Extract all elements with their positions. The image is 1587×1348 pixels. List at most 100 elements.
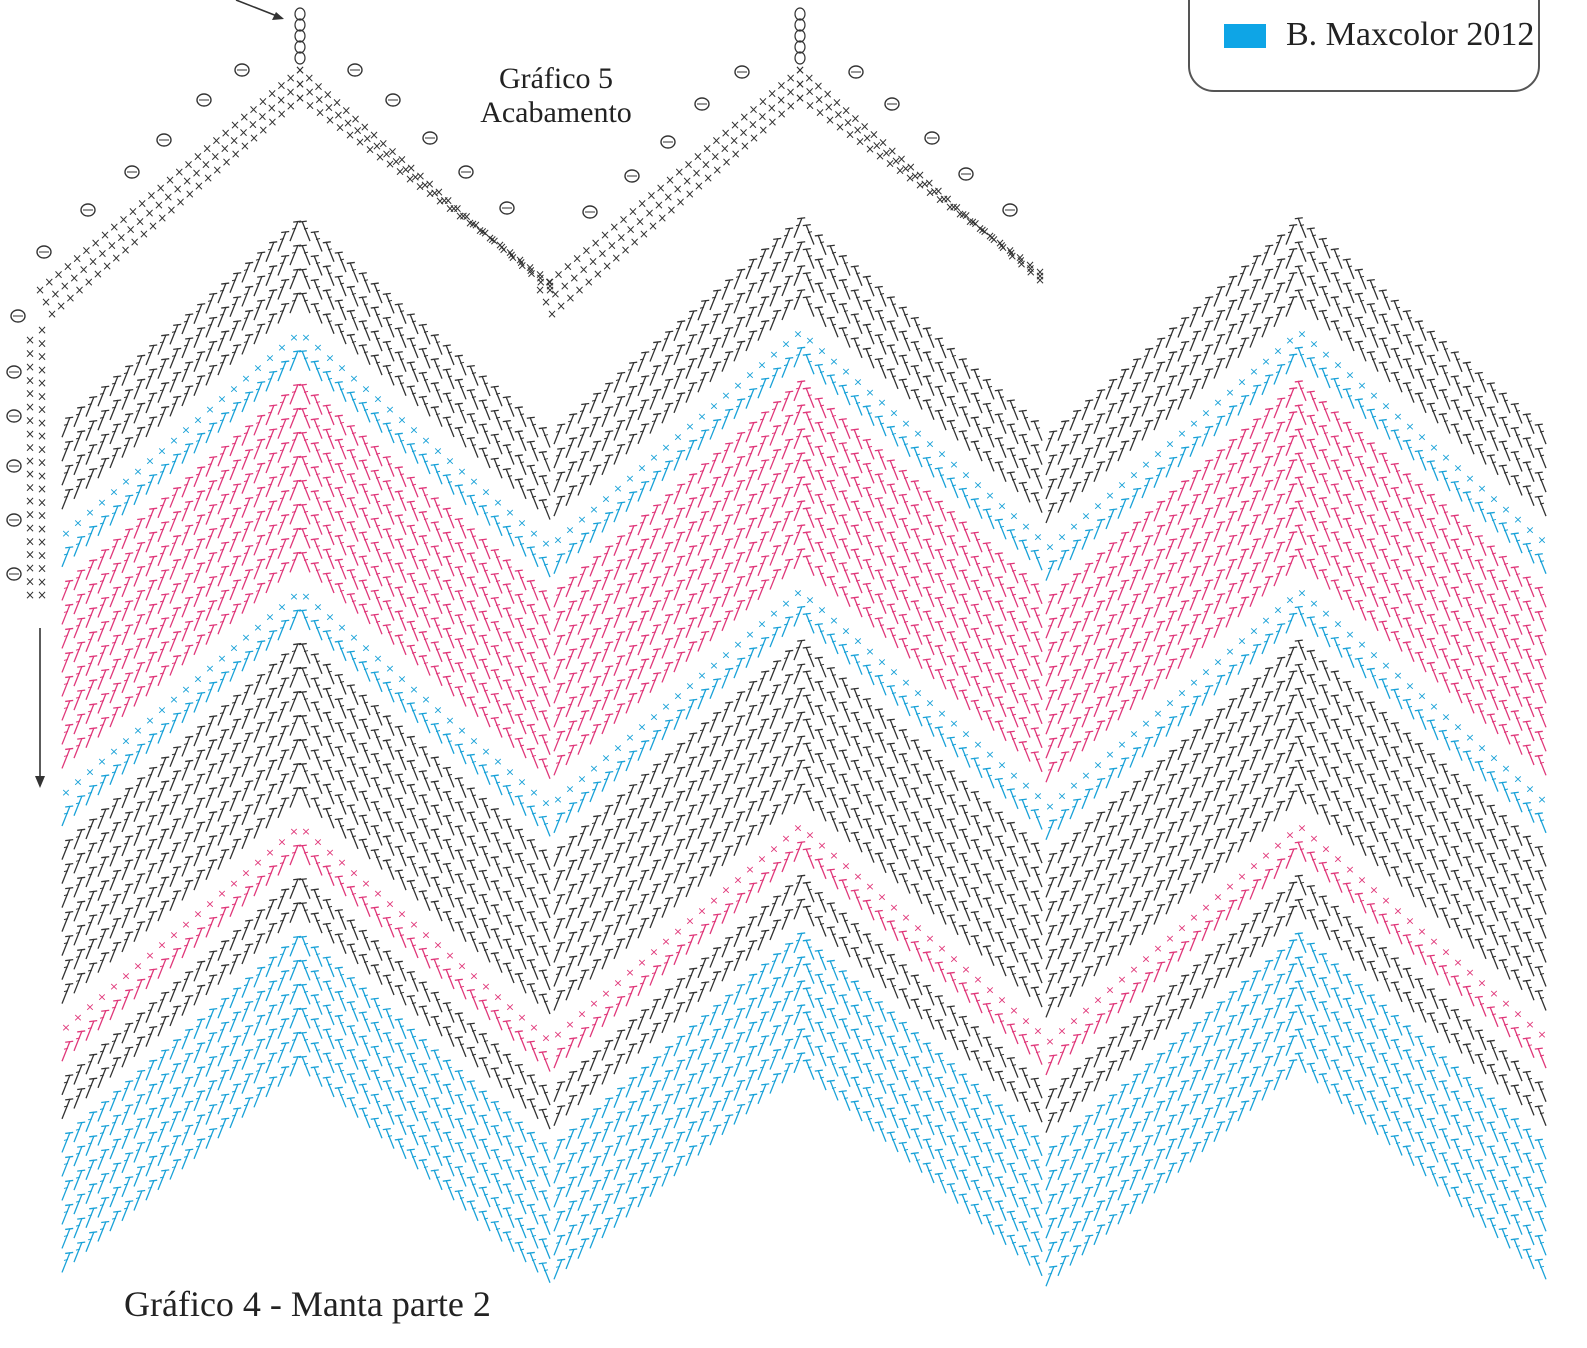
- treble-stitch: [1045, 641, 1055, 663]
- treble-top-bar: [581, 566, 590, 569]
- treble-top-bar: [1085, 562, 1094, 565]
- treble-top-bar: [1061, 492, 1070, 495]
- treble-top-bar: [737, 503, 746, 507]
- treble-stitch: [349, 569, 359, 590]
- treble-top-bar: [862, 438, 871, 442]
- treble-stitch: [1381, 572, 1391, 594]
- treble-mid-bar: [1443, 607, 1449, 610]
- single-crochet-stitch: ×: [265, 611, 274, 624]
- treble-top-bar: [862, 462, 871, 466]
- treble-stitch: [1105, 427, 1115, 448]
- treble-top-bar: [257, 251, 266, 254]
- treble-mid-bar: [591, 447, 597, 450]
- treble-mid-bar: [1311, 306, 1317, 309]
- treble-stitch: [841, 514, 851, 536]
- treble-mid-bar: [843, 262, 849, 265]
- treble-top-bar: [1006, 682, 1015, 685]
- treble-mid-bar: [531, 447, 537, 450]
- treble-stitch: [1441, 576, 1451, 598]
- treble-top-bar: [1522, 648, 1531, 651]
- treble-mid-bar: [1119, 634, 1125, 637]
- treble-top-bar: [137, 637, 146, 641]
- treble-stitch: [1165, 514, 1175, 536]
- treble-mid-bar: [243, 432, 249, 435]
- treble-top-bar: [1193, 565, 1202, 569]
- treble-top-bar: [886, 531, 895, 534]
- treble-top-bar: [617, 631, 626, 634]
- treble-top-bar: [346, 333, 355, 337]
- treble-stitch: [1057, 550, 1067, 571]
- treble-top-bar: [1085, 730, 1094, 733]
- treble-stitch: [1417, 344, 1427, 366]
- single-crochet-stitch: ×: [289, 331, 298, 344]
- treble-stitch: [253, 583, 263, 604]
- treble-stitch: [301, 350, 311, 372]
- treble-stitch: [1261, 576, 1271, 597]
- treble-mid-bar: [1455, 487, 1461, 490]
- single-crochet-stitch: ×: [793, 327, 802, 340]
- treble-mid-bar: [1347, 500, 1353, 503]
- treble-top-bar: [761, 296, 770, 299]
- treble-top-bar: [761, 248, 770, 251]
- treble-mid-bar: [1059, 638, 1065, 641]
- treble-top-bar: [689, 641, 698, 644]
- treble-top-bar: [1061, 703, 1070, 706]
- treble-mid-bar: [1491, 461, 1497, 464]
- treble-stitch: [1393, 559, 1403, 580]
- treble-mid-bar: [1335, 490, 1341, 493]
- treble-stitch: [1405, 382, 1415, 403]
- treble-stitch: [1417, 507, 1427, 529]
- treble-top-bar: [1330, 435, 1339, 438]
- treble-top-bar: [982, 709, 991, 713]
- treble-top-bar: [1522, 542, 1531, 546]
- treble-stitch: [493, 386, 503, 407]
- treble-top-bar: [65, 651, 74, 655]
- single-crochet-stitch: ×: [337, 362, 346, 375]
- treble-mid-bar: [627, 368, 633, 371]
- treble-top-bar: [1289, 223, 1298, 227]
- treble-top-bar: [1133, 545, 1142, 548]
- treble-top-bar: [958, 358, 967, 361]
- treble-top-bar: [149, 507, 158, 510]
- treble-stitch: [829, 316, 839, 338]
- treble-top-bar: [749, 517, 758, 520]
- treble-stitch: [937, 645, 947, 666]
- treble-stitch: [301, 244, 311, 266]
- treble-mid-bar: [1359, 323, 1365, 326]
- treble-stitch: [1021, 741, 1031, 762]
- treble-top-bar: [1253, 442, 1262, 445]
- treble-stitch: [241, 425, 251, 446]
- treble-mid-bar: [1047, 648, 1053, 651]
- single-crochet-stitch: ×: [1033, 530, 1042, 543]
- treble-stitch: [481, 505, 491, 526]
- treble-top-bar: [245, 309, 254, 313]
- treble-top-bar: [958, 382, 967, 385]
- treble-mid-bar: [1239, 344, 1245, 347]
- single-crochet-stitch: ×: [265, 351, 274, 364]
- treble-top-bar: [1306, 486, 1315, 489]
- treble-top-bar: [910, 480, 919, 483]
- treble-stitch: [73, 406, 83, 428]
- treble-top-bar: [1241, 476, 1250, 479]
- treble-mid-bar: [855, 483, 861, 486]
- treble-top-bar: [298, 455, 307, 459]
- treble-mid-bar: [411, 483, 417, 486]
- single-crochet-stitch: ×: [553, 534, 562, 547]
- treble-mid-bar: [519, 543, 525, 546]
- treble-mid-bar: [207, 511, 213, 514]
- treble-mid-bar: [1239, 296, 1245, 299]
- treble-mid-bar: [1479, 379, 1485, 382]
- treble-stitch: [961, 641, 971, 663]
- treble-top-bar: [1534, 706, 1543, 709]
- treble-stitch: [1333, 411, 1343, 433]
- treble-stitch: [1045, 713, 1055, 735]
- single-crochet-stitch: ×: [841, 365, 850, 378]
- treble-stitch: [1429, 354, 1439, 376]
- treble-mid-bar: [483, 617, 489, 620]
- treble-mid-bar: [387, 463, 393, 466]
- treble-mid-bar: [1371, 310, 1377, 313]
- treble-stitch: [733, 576, 743, 597]
- treble-stitch: [1069, 539, 1079, 561]
- treble-mid-bar: [303, 438, 309, 441]
- treble-mid-bar: [507, 566, 513, 569]
